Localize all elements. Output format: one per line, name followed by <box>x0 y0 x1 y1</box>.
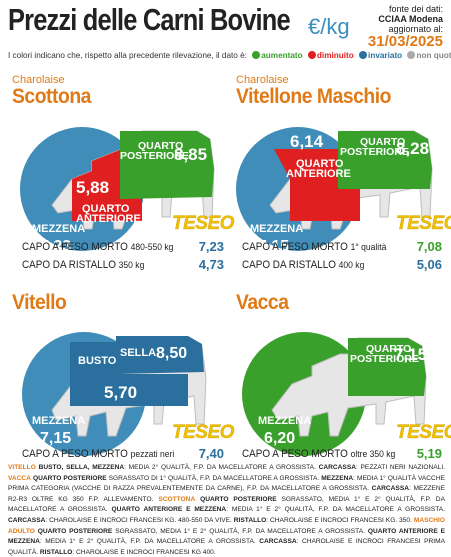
brand-logo: TESEO <box>172 422 235 443</box>
color-legend: I colori indicano che, rispetto alla pre… <box>8 51 451 60</box>
legend-item: non quotato. <box>416 51 451 60</box>
source-line: fonte dei dati: <box>388 4 443 14</box>
price-value: 7,40 <box>198 446 224 461</box>
legend-green-dot <box>252 51 261 59</box>
mezzena-value: 7,23 <box>40 238 71 255</box>
mezzena-label: MEZZENA <box>32 415 85 427</box>
busto-area <box>70 342 122 374</box>
panel-vitellone: Charolaise Vitellone Maschio 6,14 QUARTO… <box>236 75 451 275</box>
posteriore-area <box>338 131 432 189</box>
busto-label: BUSTO <box>78 355 117 367</box>
category-title: Vitellone Maschio <box>236 85 392 108</box>
sella-label: SELLA <box>120 347 156 359</box>
anteriore-label: QUARTO ANTERIORE <box>286 158 351 180</box>
anteriore-value: 5,88 <box>76 178 109 197</box>
update-date: 31/03/2025 <box>367 33 443 50</box>
mezzena-value: 6,20 <box>264 430 295 447</box>
calf-diagram: BUSTO SELLA 8,50 5,70 MEZZENA 7,15 <box>22 332 207 456</box>
sella-value: 8,50 <box>156 345 187 362</box>
posteriore-label: QUARTO POSTERIORE <box>340 136 409 158</box>
price-row-label: CAPO DA RISTALLO 400 kg <box>242 259 365 271</box>
mezzena-value: 7,15 <box>258 238 289 255</box>
price-value: 4,73 <box>198 257 224 272</box>
category-title: Vacca <box>236 291 289 314</box>
brand-logo: TESEO <box>172 213 235 234</box>
panel-scottona: Charolaise Scottona 5,88 QUARTO ANTERIORE… <box>12 74 235 275</box>
mezzena-block-area <box>70 374 188 406</box>
legend-item: invariato <box>368 51 403 60</box>
price-row-label: CAPO A PESO MORTO 480-550 kg <box>22 241 174 253</box>
price-value: 5,19 <box>416 446 442 461</box>
source-block: fonte dei dati: CCIAA Modena aggiornato … <box>368 4 443 50</box>
category-title: Vitello <box>12 291 67 314</box>
price-value: 5,06 <box>416 257 442 272</box>
price-row-label: CAPO A PESO MORTO pezzati neri <box>22 448 175 460</box>
page-title: Prezzi delle Carni Bovine <box>8 2 291 37</box>
price-value: 7,23 <box>198 239 224 254</box>
category-title: Scottona <box>12 85 91 108</box>
posteriore-label: QUARTO POSTERIORE <box>120 140 189 162</box>
legend-intro: I colori indicano che, rispetto alla pre… <box>8 51 247 60</box>
brand-logo: TESEO <box>396 213 451 234</box>
breed-label: Charolaise <box>236 74 289 86</box>
posteriore-value: 8,85 <box>174 145 207 164</box>
brand-logo: TESEO <box>396 422 451 443</box>
posteriore-area <box>348 338 426 396</box>
breed-label: Charolaise <box>12 74 65 86</box>
cow-diagram: 6,14 QUARTO ANTERIORE QUARTO POSTERIORE 8,… <box>236 127 433 255</box>
posteriore-area <box>120 131 214 199</box>
legend-item: diminuito <box>316 51 354 60</box>
price-row-label: CAPO DA RISTALLO 350 kg <box>22 259 145 271</box>
posteriore-value: 7,15 <box>394 345 427 364</box>
legend-item: aumentato <box>261 51 303 60</box>
legend-blue-dot <box>359 51 368 59</box>
legend-grey-dot <box>407 51 416 59</box>
updated-label: aggiornato al: <box>388 24 443 34</box>
posteriore-label: QUARTO POSTERIORE <box>350 343 419 365</box>
mezzena-label: MEZZENA <box>32 223 85 235</box>
price-row-label: CAPO A PESO MORTO oltre 350 kg <box>242 448 396 460</box>
posteriore-value: 8,28 <box>396 139 429 158</box>
anteriore-label: QUARTO ANTERIORE <box>76 203 141 225</box>
footnote: VITELLO BUSTO, SELLA, MEZZENA: media 2° … <box>8 464 445 556</box>
legend-red-dot <box>307 51 316 59</box>
busto-value: 5,70 <box>104 383 137 402</box>
mezzena-value: 7,15 <box>40 430 71 447</box>
price-value: 7,08 <box>416 239 442 254</box>
mezzena-label: MEZZENA <box>258 415 311 427</box>
source-name: CCIAA Modena <box>378 14 443 24</box>
price-row-label: CAPO A PESO MORTO 1° qualità <box>242 241 387 253</box>
anteriore-value: 6,14 <box>290 132 324 151</box>
cow-diagram: 5,88 QUARTO ANTERIORE QUARTO POSTERIORE 8,… <box>20 127 215 255</box>
unit-label: €/kg <box>308 14 350 39</box>
mezzena-label: MEZZENA <box>250 223 303 235</box>
cow-diagram: QUARTO POSTERIORE 7,15 MEZZENA 6,20 <box>242 332 427 456</box>
panel-vacca: Vacca QUARTO POSTERIORE 7,15 MEZZENA 6,20… <box>236 292 451 462</box>
sella-area <box>116 336 204 374</box>
panel-vitello: Vitello BUSTO SELLA 8,50 5,70 MEZZENA 7,… <box>12 291 235 462</box>
